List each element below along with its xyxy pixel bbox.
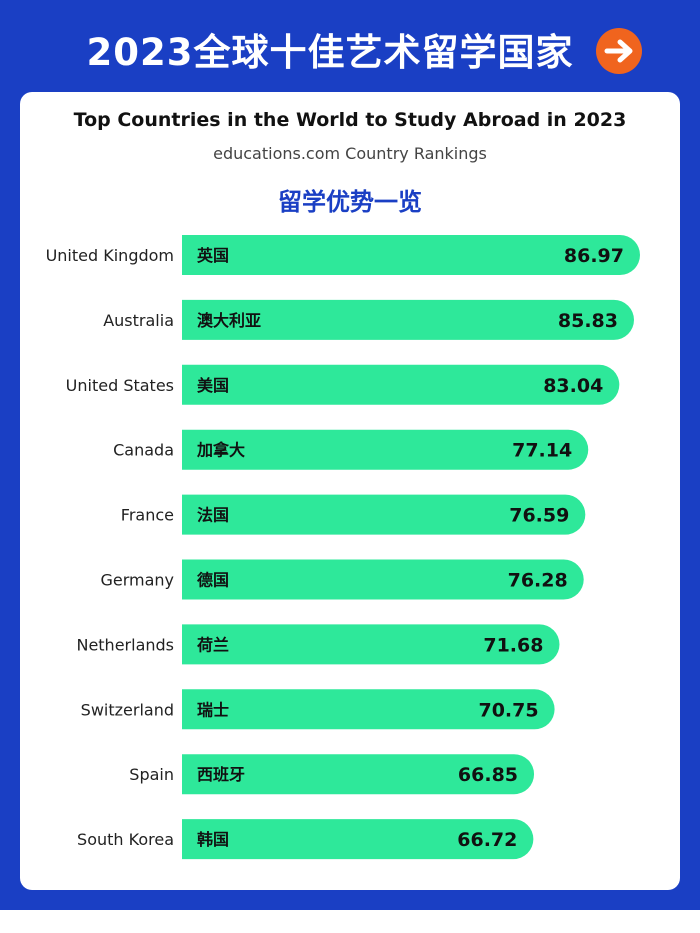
category-label-zh: 荷兰	[197, 635, 229, 654]
category-label-zh: 澳大利亚	[197, 311, 261, 330]
category-label: United States	[66, 376, 174, 395]
category-label: France	[121, 506, 174, 525]
category-label-zh: 法国	[197, 506, 229, 525]
category-label-zh: 西班牙	[197, 765, 245, 784]
category-label: United Kingdom	[46, 246, 174, 265]
bar-5	[182, 494, 586, 535]
category-label: Netherlands	[76, 635, 174, 654]
category-label-zh: 美国	[197, 376, 229, 395]
bar-4	[182, 429, 589, 470]
bar-6	[182, 559, 584, 600]
value-label: 77.14	[512, 440, 572, 462]
chart-title: Top Countries in the World to Study Abro…	[73, 109, 627, 131]
value-label: 71.68	[483, 634, 543, 656]
category-label-zh: 韩国	[197, 830, 229, 849]
category-label-zh: 瑞士	[197, 700, 229, 719]
chart-heading: 留学优势一览	[278, 188, 422, 216]
category-label-zh: 加拿大	[196, 441, 245, 460]
category-label: Spain	[129, 765, 174, 784]
page-title: 2023全球十佳艺术留学国家	[86, 31, 574, 74]
bar-10	[182, 819, 534, 860]
arrow-right-glyph	[604, 39, 633, 63]
chart-subtitle: educations.com Country Rankings	[213, 144, 487, 163]
value-label: 66.72	[457, 829, 517, 851]
bar-2	[182, 299, 634, 340]
bar-7	[182, 624, 560, 665]
value-label: 76.28	[508, 570, 568, 592]
category-label: Switzerland	[81, 700, 174, 719]
category-label: Australia	[103, 311, 174, 330]
bar-3	[182, 364, 620, 405]
value-label: 70.75	[478, 699, 538, 721]
value-label: 83.04	[543, 375, 603, 397]
category-label: South Korea	[77, 830, 174, 849]
category-label-zh: 英国	[196, 246, 229, 265]
value-label: 85.83	[558, 310, 618, 332]
bar-8	[182, 689, 555, 730]
category-label-zh: 德国	[197, 571, 229, 590]
value-label: 66.85	[458, 764, 518, 786]
category-label: Canada	[113, 441, 174, 460]
value-label: 86.97	[564, 245, 624, 267]
bar-9	[182, 754, 535, 795]
arrow-right-icon[interactable]	[596, 28, 642, 74]
bottom-strip	[0, 910, 700, 933]
value-label: 76.59	[509, 505, 569, 527]
category-label: Germany	[100, 571, 174, 590]
bar-1	[182, 235, 640, 275]
